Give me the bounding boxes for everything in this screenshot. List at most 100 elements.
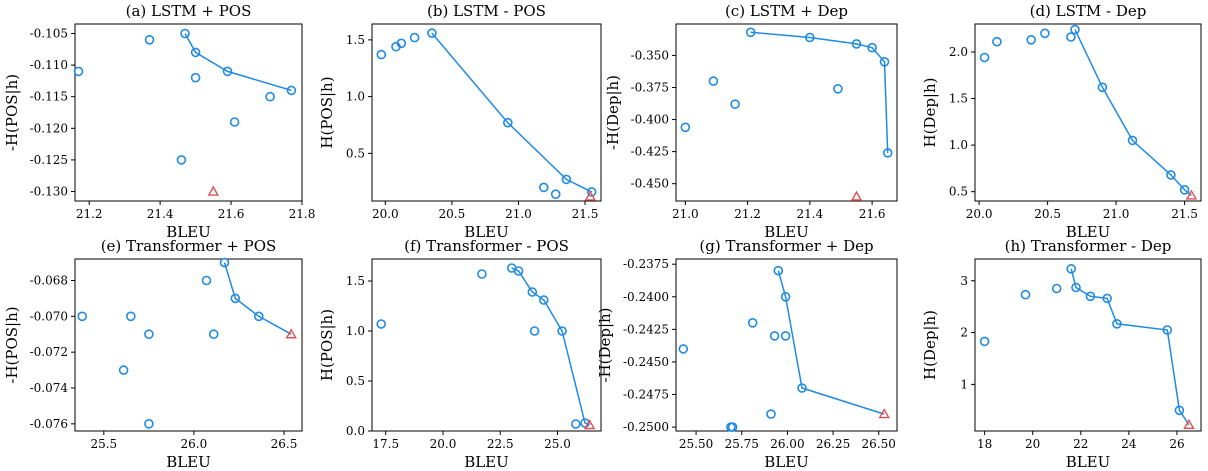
data-point [126,311,136,322]
front-line [511,267,590,426]
x-tick-label: 21.6 [218,207,245,221]
data-point [538,295,549,305]
panel-b: (b) LSTM - POS 20.0 20.5 21.0 21.5 0.5 1.0 1.5 B… [318,2,602,241]
x-axis-label: BLEU [1066,223,1111,241]
x-tick-label: 25.5 [90,437,117,451]
x-tick-label: 20.5 [439,207,466,221]
panel-c: (c) LSTM + Dep 21.0 21.2 21.4 21.6 -0.350 -0.3… [604,2,898,241]
x-tick-label: 26.25 [816,437,850,451]
y-tick-label: -0.130 [30,185,68,199]
y-tick-label: 1.0 [346,324,365,338]
y-tick-label: -0.115 [30,90,68,104]
y-tick-label: -0.072 [30,345,68,359]
reference-marker [285,328,297,339]
data-point [557,326,567,336]
data-point [708,76,719,86]
panel-title: (f) Transformer - POS [404,237,569,255]
data-point [176,155,187,165]
data-point [1066,32,1076,42]
x-tick-label: 22.5 [487,437,514,451]
x-tick-label: 21.2 [734,207,761,221]
y-tick-label: -0.2375 [623,257,669,271]
front-line [223,262,292,335]
data-point [190,47,201,58]
data-point [77,311,87,322]
data-point [376,319,387,329]
reference-marker [583,419,596,430]
x-tick-label: 21.5 [572,207,599,221]
data-point [527,287,538,297]
data-point [804,32,815,43]
panel-title: (g) Transformer + Dep [699,237,873,255]
y-tick-label: 1 [960,377,968,391]
data-point [118,365,129,375]
data-point [190,72,201,83]
y-tick-label: -0.120 [30,121,68,135]
data-point [477,269,487,279]
y-tick-label: 0.0 [346,424,365,438]
axes-frame [974,23,1202,202]
x-tick-label: 20.0 [430,437,457,451]
axes-frame [371,23,602,202]
data-point [992,36,1002,47]
data-point [1127,135,1138,146]
data-point [1166,170,1176,180]
y-axis-label: H(Dep|h) [921,310,939,380]
data-point [773,265,784,276]
data-point [769,331,780,341]
y-tick-label: -0.2450 [623,355,669,369]
data-point [529,326,540,336]
y-tick-label: 0.5 [346,146,365,160]
data-point [979,52,990,63]
data-point [222,66,233,77]
data-point [427,28,437,38]
data-point [265,91,275,102]
panel-d: (d) LSTM - Dep 20.0 20.5 21.0 21.5 0.5 1.0 1.5 2… [921,2,1202,241]
data-point [144,418,154,429]
data-point [979,336,990,347]
data-point [550,189,561,199]
y-axis-label: -H(Dep|h) [596,307,614,382]
y-axis-label: -H(Dep|h) [604,75,622,150]
data-point [219,257,230,268]
data-point [409,32,420,43]
front-line [184,33,292,92]
x-axis-label: BLEU [764,453,809,471]
data-point [1102,293,1112,304]
x-axis-label: BLEU [464,223,509,241]
data-point [1051,283,1062,294]
data-point [1040,28,1050,39]
axes-frame [371,258,602,432]
y-tick-label: -0.105 [30,26,68,40]
y-tick-label: -0.400 [631,113,669,127]
data-point [1026,34,1036,45]
panel-h: (h) Transformer - Dep 18 20 22 24 26 1 2 3 BLEU H(… [921,237,1202,471]
data-point [208,329,219,340]
y-tick-label: 1.0 [949,138,968,152]
data-point [580,418,590,428]
data-point [766,409,776,419]
data-point [730,99,740,109]
x-axis-label: BLEU [1066,453,1111,471]
reference-marker [878,408,890,419]
y-axis-label: H(POS|h) [318,309,336,381]
data-point [286,85,297,96]
data-point [780,291,791,302]
y-tick-label: -0.425 [631,145,669,159]
data-point [253,311,264,322]
x-tick-label: 21.0 [505,207,532,221]
panel-title: (d) LSTM - Dep [1030,2,1147,20]
reference-marker [1185,189,1198,200]
y-tick-label: -0.350 [631,48,669,62]
data-point [867,42,877,53]
data-point [727,422,738,432]
x-tick-label: 18 [977,437,992,451]
y-tick-label: -0.375 [631,80,669,94]
data-point [833,84,843,94]
front-line [750,31,889,153]
front-line [1070,268,1190,426]
data-point [1071,282,1081,293]
front-line [777,270,885,415]
x-tick-label: 22 [1073,437,1088,451]
